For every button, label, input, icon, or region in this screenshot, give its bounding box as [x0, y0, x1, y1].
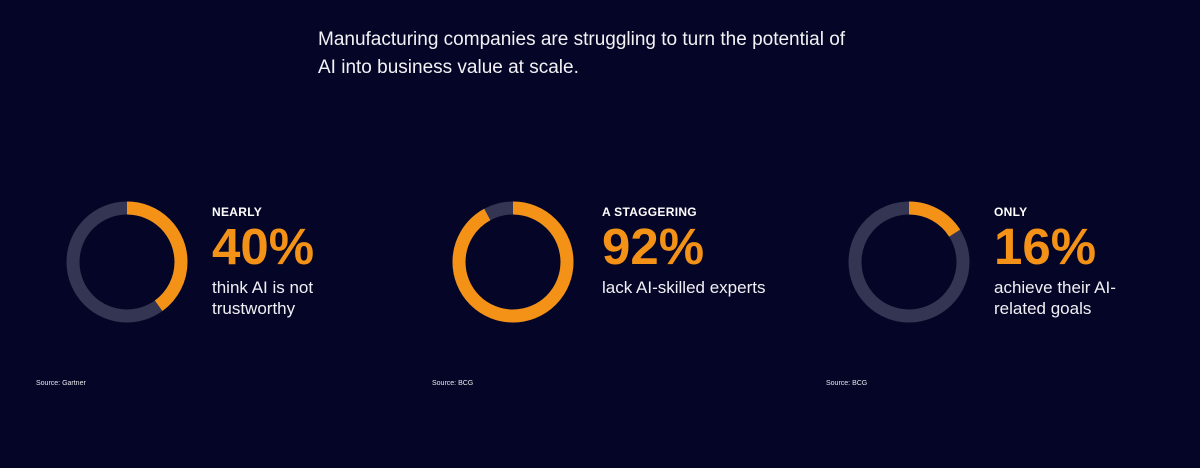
stat-text-skills: A STAGGERING 92% lack AI-skilled experts — [602, 205, 772, 298]
stat-card-trust: NEARLY 40% think AI is not trustworthy — [60, 195, 360, 330]
donut-chart-trust — [66, 201, 188, 323]
stat-qualifier: NEARLY — [212, 205, 263, 219]
donut-value-arc — [66, 201, 188, 323]
stat-card-skills: A STAGGERING 92% lack AI-skilled experts — [446, 195, 765, 330]
stat-description: think AI is not trustworthy — [212, 278, 314, 318]
donut-value-arc — [452, 201, 574, 323]
source-label-skills: Source: BCG — [432, 380, 474, 387]
stat-qualifier: A STAGGERING — [602, 205, 697, 219]
stat-percentage: 16% — [994, 218, 1097, 275]
source-label-goals: Source: BCG — [826, 380, 868, 387]
donut-value-arc — [848, 201, 970, 323]
headline-line-2: AI into business value at scale. — [318, 57, 579, 78]
stat-description: lack AI-skilled experts — [602, 278, 766, 297]
donut-chart-goals — [848, 201, 970, 323]
stat-text-trust: NEARLY 40% think AI is not trustworthy — [212, 205, 382, 319]
stat-qualifier: ONLY — [994, 205, 1028, 219]
donut-chart-skills — [452, 201, 574, 323]
headline: Manufacturing companies are struggling t… — [318, 26, 878, 82]
stat-card-goals: ONLY 16% achieve their AI-related goals — [842, 195, 1142, 330]
stat-description: achieve their AI-related goals — [994, 278, 1116, 318]
stat-percentage: 92% — [602, 218, 705, 275]
stat-text-goals: ONLY 16% achieve their AI-related goals — [994, 205, 1164, 319]
stat-percentage: 40% — [212, 218, 315, 275]
source-label-trust: Source: Gartner — [36, 380, 86, 387]
headline-line-1: Manufacturing companies are struggling t… — [318, 29, 846, 50]
